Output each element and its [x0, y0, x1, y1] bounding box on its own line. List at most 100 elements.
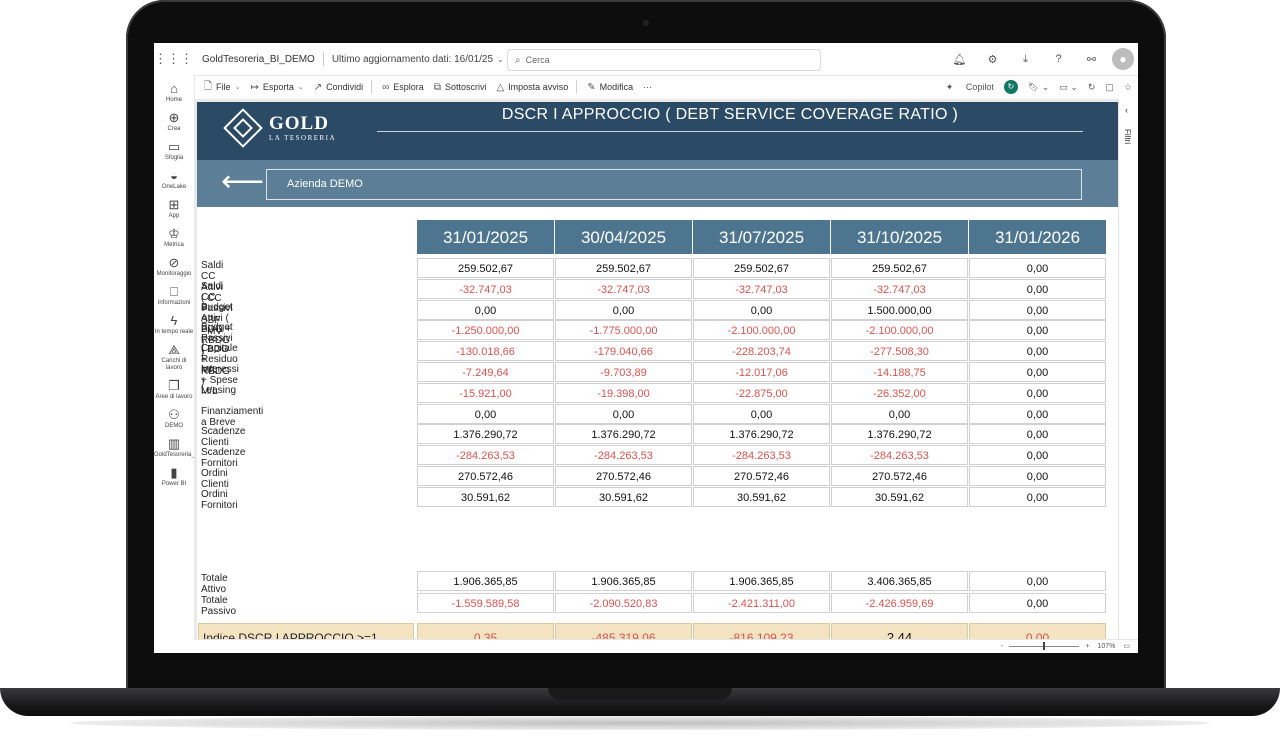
table-cell: -284.263,53	[555, 445, 692, 466]
nav-item[interactable]: ⊞ App	[154, 197, 194, 220]
app-launcher-icon[interactable]: ⋮⋮⋮	[154, 51, 193, 66]
nav-item[interactable]: ▮ Power BI	[154, 465, 194, 488]
file-label: File	[216, 82, 231, 92]
table-cell: 1.376.290,72	[831, 424, 968, 445]
table-cell: -32.747,03	[831, 278, 968, 299]
export-menu[interactable]: ↦ Esporta ⌄	[250, 82, 303, 93]
table-cell: -12.017,06	[693, 362, 830, 382]
table-cell: 259.502,67	[831, 258, 968, 278]
gear-icon[interactable]: ⚙	[987, 53, 998, 66]
nav-item-label: In tempo reale	[154, 329, 194, 335]
table-cell: 0,00	[969, 486, 1106, 507]
comment-icon[interactable]: ▢	[1105, 81, 1114, 92]
share-icon: ↗	[313, 81, 323, 93]
table-cell: -2.090.520,83	[555, 593, 692, 613]
table-cell: 0,00	[969, 466, 1106, 486]
chevron-down-icon[interactable]: ⌄	[497, 54, 504, 64]
powerbi-icon: ▮	[170, 465, 178, 480]
nav-item[interactable]: ◒ OneLake	[154, 168, 194, 191]
table-cell: -2.421.311,00	[693, 593, 830, 613]
table-cell: -2.100.000,00	[831, 320, 968, 341]
table-cell: 0,00	[969, 403, 1106, 424]
view-icon[interactable]: ▭ ⌄	[1059, 81, 1078, 92]
nav-item[interactable]: ❐ Aree di lavoro	[154, 378, 194, 401]
copilot-button[interactable]: ✦ Copilot	[936, 82, 994, 93]
table-cell: 0,00	[831, 403, 968, 424]
home-icon: ⌂	[170, 81, 178, 96]
zoom-in-icon[interactable]: +	[1085, 642, 1090, 650]
help-icon[interactable]: ?	[1055, 53, 1062, 65]
nav-item[interactable]: ♔ Metrica	[154, 226, 194, 249]
table-cell: -32.747,03	[693, 278, 830, 299]
report-icon: ▥	[167, 436, 181, 451]
table-cell: 270.572,46	[417, 466, 554, 486]
row-label: Capitale Residuo M/L	[201, 343, 238, 377]
nav-item-label: Crea	[167, 126, 181, 132]
explore-button[interactable]: ∞ Esplora	[382, 82, 424, 93]
nav-item-label: Home	[165, 97, 182, 103]
nav-item[interactable]: ⚇ DEMO	[154, 407, 194, 430]
refresh-status-icon[interactable]: ↻	[1003, 80, 1018, 94]
pencil-icon: ✎	[587, 81, 596, 93]
logo-sub: LA TESORERIA	[269, 134, 337, 142]
table-cell: 30.591,62	[555, 486, 692, 507]
chevron-down-icon: ⌄	[234, 84, 241, 91]
alert-button[interactable]: △ Imposta avviso	[496, 82, 568, 93]
file-icon: 🗋︎	[204, 80, 213, 92]
file-menu[interactable]: 🗋︎ File ⌄	[204, 79, 240, 96]
zoom-thumb[interactable]	[1043, 641, 1046, 650]
nav-item[interactable]: ▭ Sfoglia	[154, 139, 194, 162]
nav-item[interactable]: ⟁ Carichi di lavoro	[154, 342, 194, 372]
table-cell: 1.376.290,72	[417, 424, 554, 445]
back-arrow-icon[interactable]: ⟵	[221, 165, 265, 198]
last-updated: Ultimo aggiornamento dati: 16/01/25	[331, 53, 494, 65]
explore-label: Esplora	[393, 82, 424, 92]
bookmark-icon[interactable]: 🔖︎ ⌄	[1027, 81, 1050, 92]
bell-icon[interactable]: 🔔︎	[952, 53, 967, 66]
more-button[interactable]: ···	[643, 82, 652, 92]
divider	[576, 80, 578, 94]
nav-item-label: Sfoglia	[164, 155, 184, 161]
row-label: Interessi + Spese M/L	[201, 364, 239, 397]
share-people-icon[interactable]: ⚯	[1086, 53, 1097, 66]
star-icon[interactable]: ☆	[1123, 81, 1132, 92]
table-cell: 1.500.000,00	[831, 299, 968, 320]
logo-diamond-icon	[223, 108, 263, 148]
table-cell: 30.591,62	[693, 486, 830, 507]
nav-item[interactable]: ϟ In tempo reale	[154, 313, 194, 336]
reload-icon[interactable]: ↻	[1087, 81, 1096, 92]
status-bar: - + 107% ▭	[194, 639, 1138, 653]
nav-item-label: Metrica	[164, 242, 184, 248]
table-cell: -2.100.000,00	[693, 320, 830, 341]
download-icon[interactable]: ⤓	[1023, 52, 1028, 65]
subscribe-icon: ⧉	[433, 81, 441, 93]
zoom-control[interactable]: - + 107% ▭	[1001, 641, 1130, 650]
zoom-out-icon[interactable]: -	[1001, 642, 1004, 650]
workspace-title[interactable]: GoldTesoreria_BI_DEMO	[202, 53, 315, 65]
table-cell: 0,00	[969, 445, 1106, 466]
edit-button[interactable]: ✎ Modifica	[587, 82, 633, 93]
chevron-left-icon[interactable]: ‹	[1125, 105, 1128, 115]
subscribe-button[interactable]: ⧉ Sottoscrivi	[434, 82, 487, 93]
zoom-slider[interactable]	[1009, 641, 1080, 650]
share-button[interactable]: ↗ Condividi	[314, 82, 363, 93]
table-cell: -284.263,53	[693, 445, 830, 466]
nav-item[interactable]: ⎕ Informazioni	[154, 284, 194, 307]
nav-item[interactable]: ▥ GoldTesoreria_BI_DEMO	[154, 436, 222, 459]
filters-pane[interactable]: ‹ Filtri	[1118, 99, 1138, 653]
nav-item[interactable]: ⊘ Monitoraggio	[154, 255, 194, 278]
avatar[interactable]: ●	[1112, 48, 1134, 70]
table-cell: -228.203,74	[693, 341, 830, 362]
company-selector[interactable]: Azienda DEMO	[266, 169, 1082, 200]
plus-circle-icon: ⊕	[168, 110, 180, 125]
nav-item[interactable]: ⌂ Home	[154, 81, 194, 104]
row-label: Scadenze Fornitori	[201, 447, 246, 470]
table-cell: 1.376.290,72	[693, 424, 830, 445]
table-cell: 0,00	[417, 403, 554, 424]
table-cell: 259.502,67	[417, 258, 554, 278]
table-cell: -32.747,03	[417, 278, 554, 299]
search-input[interactable]: ⌕ Cerca	[507, 49, 821, 71]
fit-page-icon[interactable]: ▭	[1123, 643, 1130, 650]
row-label: Ordini Fornitori	[201, 488, 238, 511]
nav-item[interactable]: ⊕ Crea	[154, 110, 194, 133]
